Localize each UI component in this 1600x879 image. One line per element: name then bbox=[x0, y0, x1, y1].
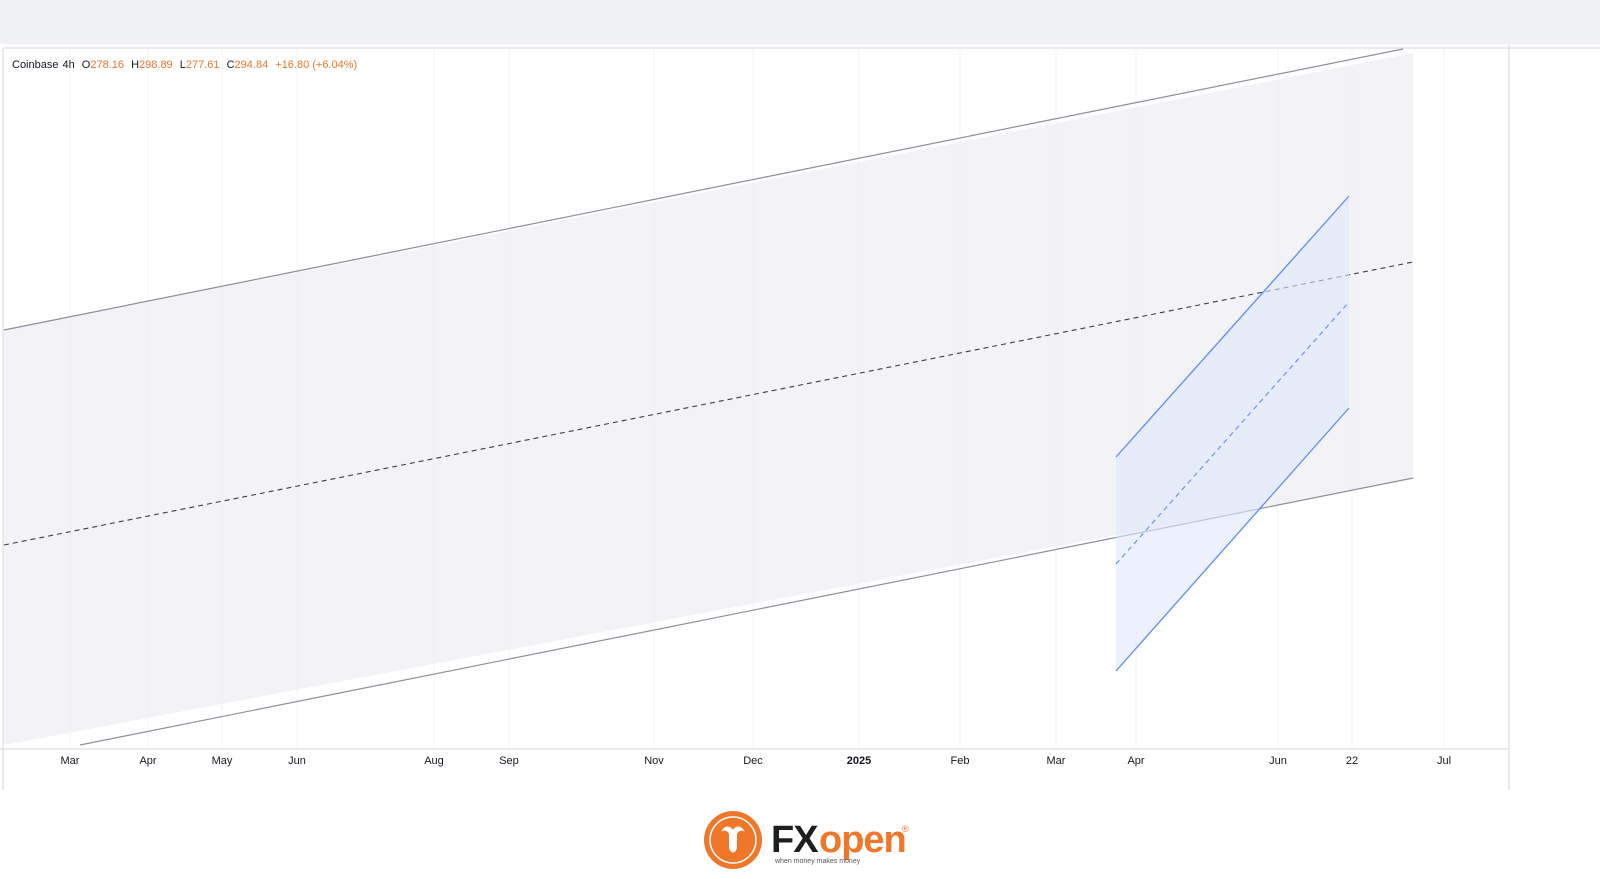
x-tick-label: Apr bbox=[1127, 755, 1144, 767]
low-key: L bbox=[179, 59, 186, 71]
channel-median-line bbox=[3, 261, 1414, 546]
blue-channel-median bbox=[1115, 301, 1350, 565]
symbol-interval: 4h bbox=[62, 59, 75, 71]
symbol-legend: Coinbase 4h O278.16 H298.89 L277.61 C294.… bbox=[12, 59, 361, 71]
chart-panel: 400.00380.00360.00340.00320.00280.00260.… bbox=[0, 44, 1600, 790]
x-tick-label: Apr bbox=[139, 755, 156, 767]
x-tick-label: Dec bbox=[743, 755, 763, 767]
blue-channel-lower bbox=[1115, 407, 1350, 672]
brand-tagline: when money makes money bbox=[774, 858, 861, 865]
x-tick-label: 22 bbox=[1346, 755, 1358, 767]
x-tick-label: Nov bbox=[644, 755, 664, 767]
x-tick-label: Jun bbox=[1269, 755, 1287, 767]
x-tick-label: Sep bbox=[499, 755, 519, 767]
x-tick-label: Jul bbox=[1437, 755, 1451, 767]
x-tick-label: Mar bbox=[1047, 755, 1066, 767]
x-tick-label: May bbox=[212, 755, 233, 767]
open-value: 278.16 bbox=[90, 59, 125, 71]
x-tick-label: 2025 bbox=[847, 755, 871, 767]
channel-fill bbox=[4, 53, 1413, 745]
fxopen-logo: FX open ® when money makes money bbox=[704, 811, 909, 869]
channel-upper-line bbox=[3, 48, 1404, 331]
change-value: +16.80 (+6.04%) bbox=[275, 59, 358, 71]
x-tick-label: Feb bbox=[951, 755, 970, 767]
open-key: O bbox=[81, 59, 91, 71]
high-key: H bbox=[131, 59, 140, 71]
footer-branding: FX open ® when money makes money bbox=[0, 790, 1600, 879]
x-tick-label: Mar bbox=[61, 755, 80, 767]
low-value: 277.61 bbox=[185, 59, 220, 71]
brand-registered: ® bbox=[902, 824, 909, 834]
x-tick-label: Aug bbox=[424, 755, 444, 767]
close-value: 294.84 bbox=[234, 59, 269, 71]
close-key: C bbox=[226, 59, 235, 71]
high-value: 298.89 bbox=[139, 59, 173, 71]
price-chart[interactable]: 400.00380.00360.00340.00320.00280.00260.… bbox=[0, 44, 1600, 790]
x-tick-label: Jun bbox=[288, 755, 306, 767]
symbol-name: Coinbase bbox=[12, 59, 59, 71]
brand-open: open bbox=[819, 819, 906, 861]
blue-channel-upper bbox=[1115, 195, 1350, 458]
brand-fx: FX bbox=[771, 819, 819, 861]
